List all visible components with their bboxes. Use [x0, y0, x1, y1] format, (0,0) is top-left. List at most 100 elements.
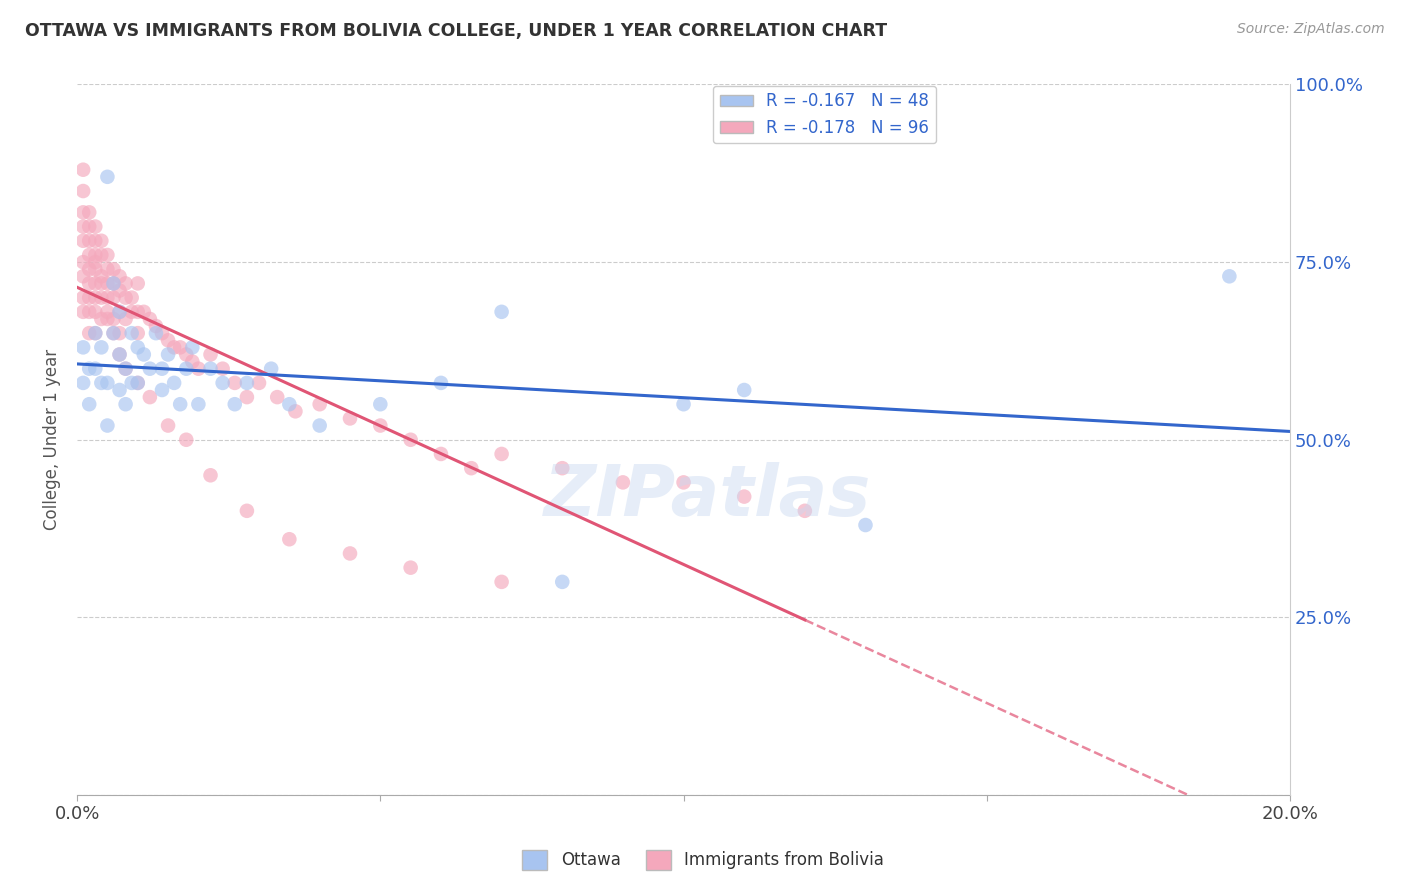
Point [150, 361, 173, 376]
Point [139, 361, 162, 376]
Point [90, 376, 112, 390]
Point [150, 383, 173, 397]
Point [121, 326, 143, 340]
Point [157, 333, 180, 347]
Y-axis label: College, Under 1 year: College, Under 1 year [44, 349, 60, 531]
Point [163, 376, 186, 390]
Point [733, 490, 755, 504]
Point [308, 418, 330, 433]
Point [84, 361, 107, 376]
Point [103, 277, 125, 291]
Point [278, 397, 301, 411]
Point [211, 376, 233, 390]
Point [339, 546, 361, 560]
Point [96, 305, 118, 319]
Point [127, 376, 149, 390]
Point [72, 162, 94, 177]
Point [127, 277, 149, 291]
Point [672, 397, 695, 411]
Point [200, 468, 222, 483]
Point [127, 340, 149, 354]
Point [84, 248, 107, 262]
Point [103, 326, 125, 340]
Point [114, 361, 136, 376]
Point [90, 248, 112, 262]
Point [121, 305, 143, 319]
Point [90, 234, 112, 248]
Point [612, 475, 634, 490]
Point [150, 326, 173, 340]
Point [121, 291, 143, 305]
Text: ZIPatlas: ZIPatlas [544, 462, 872, 531]
Point [96, 169, 118, 184]
Point [139, 312, 162, 326]
Point [491, 447, 513, 461]
Point [491, 305, 513, 319]
Legend: R = -0.167   N = 48, R = -0.178   N = 96: R = -0.167 N = 48, R = -0.178 N = 96 [713, 86, 936, 144]
Point [103, 326, 125, 340]
Point [77, 361, 100, 376]
Point [114, 312, 136, 326]
Point [339, 411, 361, 425]
Point [551, 574, 574, 589]
Point [139, 390, 162, 404]
Point [77, 305, 100, 319]
Point [145, 326, 167, 340]
Point [127, 326, 149, 340]
Point [90, 277, 112, 291]
Point [90, 291, 112, 305]
Point [370, 418, 392, 433]
Point [114, 291, 136, 305]
Point [108, 284, 131, 298]
Point [90, 269, 112, 284]
Point [132, 347, 155, 361]
Point [157, 347, 180, 361]
Text: Source: ZipAtlas.com: Source: ZipAtlas.com [1237, 22, 1385, 37]
Point [793, 504, 815, 518]
Point [103, 312, 125, 326]
Point [84, 262, 107, 277]
Point [77, 205, 100, 219]
Point [90, 312, 112, 326]
Point [127, 305, 149, 319]
Point [200, 347, 222, 361]
Point [370, 397, 392, 411]
Point [181, 354, 204, 368]
Point [77, 397, 100, 411]
Point [96, 418, 118, 433]
Point [236, 376, 259, 390]
Point [84, 305, 107, 319]
Point [72, 269, 94, 284]
Point [114, 397, 136, 411]
Point [90, 340, 112, 354]
Point [236, 390, 259, 404]
Point [72, 219, 94, 234]
Point [236, 504, 259, 518]
Point [187, 361, 209, 376]
Point [430, 376, 453, 390]
Point [77, 234, 100, 248]
Point [1218, 269, 1240, 284]
Point [96, 277, 118, 291]
Point [96, 376, 118, 390]
Point [77, 248, 100, 262]
Point [72, 291, 94, 305]
Point [72, 255, 94, 269]
Point [278, 533, 301, 547]
Point [77, 277, 100, 291]
Point [84, 277, 107, 291]
Point [72, 184, 94, 198]
Point [103, 262, 125, 277]
Point [108, 326, 131, 340]
Point [108, 347, 131, 361]
Point [72, 376, 94, 390]
Point [399, 433, 422, 447]
Point [77, 291, 100, 305]
Point [181, 340, 204, 354]
Legend: Ottawa, Immigrants from Bolivia: Ottawa, Immigrants from Bolivia [516, 843, 890, 877]
Point [260, 361, 283, 376]
Point [855, 518, 877, 533]
Point [96, 291, 118, 305]
Point [72, 205, 94, 219]
Point [224, 376, 246, 390]
